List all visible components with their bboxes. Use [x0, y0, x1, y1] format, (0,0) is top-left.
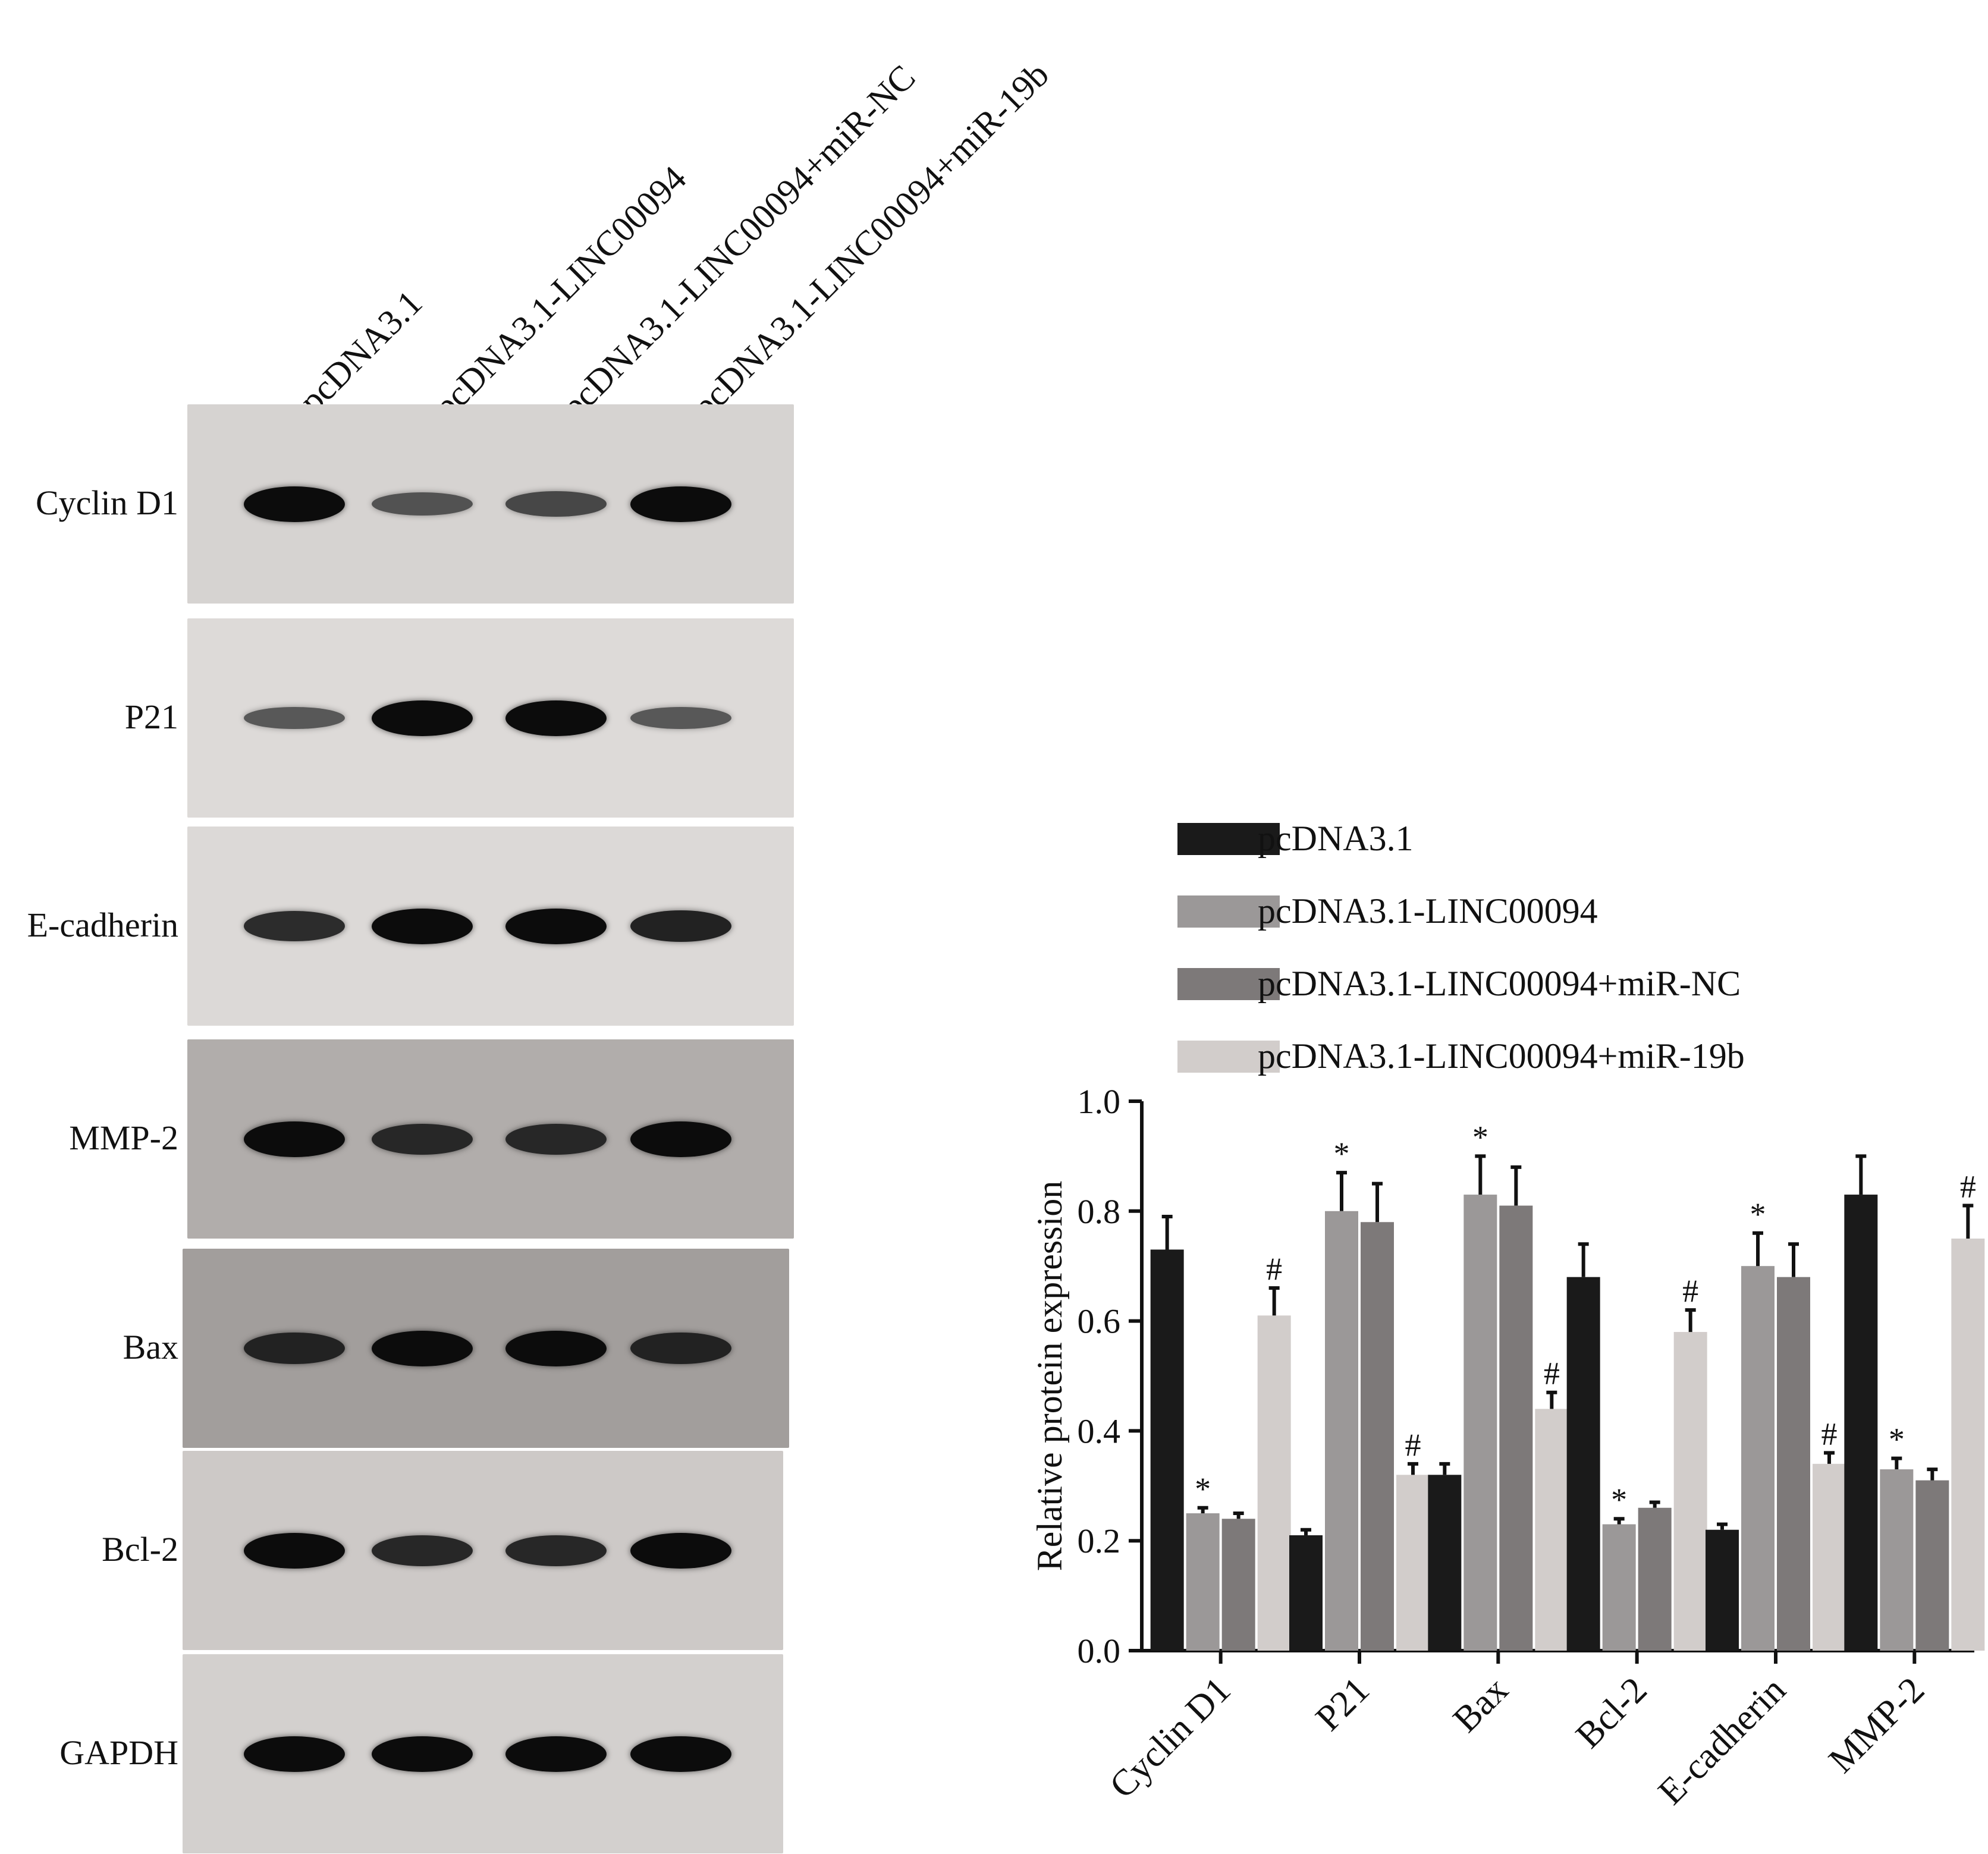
x-tick-label: E-cadherin — [1651, 1670, 1794, 1812]
bar — [1673, 1332, 1707, 1651]
bar — [1463, 1195, 1497, 1651]
bar — [1150, 1249, 1184, 1651]
blot-row-label: MMP-2 — [69, 1118, 178, 1157]
legend-text: pcDNA3.1-LINC00094+miR-19b — [1258, 1036, 1745, 1076]
protein-band — [372, 1123, 473, 1155]
protein-band — [630, 910, 731, 942]
protein-band — [630, 1532, 731, 1569]
x-tick-label: Bcl-2 — [1568, 1670, 1654, 1756]
bar — [1777, 1277, 1810, 1651]
bar — [1428, 1475, 1462, 1651]
protein-band — [372, 492, 473, 516]
x-tick-label: P21 — [1308, 1670, 1377, 1739]
blot-row-label: Cyclin D1 — [35, 483, 178, 522]
protein-band — [372, 1330, 473, 1366]
significance-mark: * — [1750, 1196, 1766, 1232]
blot-row-label: Bcl-2 — [102, 1529, 178, 1569]
legend-text: pcDNA3.1 — [1258, 819, 1414, 858]
legend-text: pcDNA3.1-LINC00094 — [1258, 891, 1598, 931]
bar — [1741, 1266, 1775, 1651]
protein-band — [630, 1121, 731, 1157]
protein-band — [630, 486, 731, 522]
bar — [1221, 1519, 1255, 1651]
significance-mark: # — [1682, 1273, 1698, 1309]
bar — [1289, 1535, 1323, 1651]
significance-mark: * — [1195, 1471, 1211, 1507]
blot-row-label: P21 — [124, 697, 178, 736]
blot-row-label: Bax — [123, 1327, 178, 1366]
y-tick-label: 0.0 — [1078, 1632, 1121, 1670]
protein-band — [244, 1332, 345, 1365]
bar — [1325, 1211, 1358, 1651]
significance-mark: # — [1821, 1416, 1838, 1451]
significance-mark: * — [1889, 1422, 1905, 1457]
y-axis-label: Relative protein expression — [1030, 1181, 1069, 1571]
y-tick-label: 0.6 — [1078, 1302, 1121, 1341]
protein-band — [372, 908, 473, 944]
x-tick-label: Bax — [1446, 1670, 1516, 1740]
bar — [1257, 1315, 1291, 1651]
protein-band — [244, 1736, 345, 1772]
bar — [1915, 1480, 1949, 1651]
significance-mark: # — [1544, 1356, 1560, 1391]
protein-band — [244, 1532, 345, 1569]
bar — [1361, 1222, 1394, 1651]
bar — [1951, 1239, 1985, 1651]
protein-band — [244, 1121, 345, 1157]
bar — [1602, 1524, 1636, 1651]
protein-band — [372, 1736, 473, 1772]
y-tick-label: 0.2 — [1078, 1522, 1121, 1560]
protein-band — [505, 700, 607, 736]
protein-band — [505, 1330, 607, 1366]
protein-band — [244, 486, 345, 522]
protein-band — [630, 1332, 731, 1365]
bar — [1566, 1277, 1600, 1651]
protein-band — [505, 908, 607, 944]
legend-swatch — [1177, 1041, 1280, 1073]
bar — [1706, 1529, 1739, 1651]
legend-swatch — [1177, 895, 1280, 928]
y-tick-label: 0.8 — [1078, 1192, 1121, 1231]
protein-band — [505, 1123, 607, 1155]
bar — [1844, 1195, 1878, 1651]
protein-band — [505, 1535, 607, 1566]
bar — [1396, 1475, 1430, 1651]
legend-text: pcDNA3.1-LINC00094+miR-NC — [1258, 964, 1741, 1003]
protein-band — [505, 1736, 607, 1772]
significance-mark: * — [1472, 1119, 1488, 1155]
protein-band — [630, 1736, 731, 1772]
protein-band — [630, 706, 731, 730]
blot-row-label: GAPDH — [59, 1733, 178, 1772]
legend-swatch — [1177, 823, 1280, 855]
protein-band — [244, 911, 345, 941]
bar — [1535, 1409, 1569, 1651]
y-tick-label: 0.4 — [1078, 1412, 1121, 1450]
bar — [1880, 1469, 1914, 1651]
x-tick-label: Cyclin D1 — [1102, 1670, 1239, 1806]
significance-mark: # — [1266, 1251, 1282, 1287]
significance-mark: * — [1334, 1136, 1350, 1171]
protein-band — [505, 491, 607, 517]
significance-mark: # — [1405, 1427, 1421, 1463]
protein-band — [372, 700, 473, 736]
bar — [1499, 1205, 1533, 1651]
y-tick-label: 1.0 — [1078, 1082, 1121, 1121]
protein-band — [244, 706, 345, 730]
blot-row-label: E-cadherin — [27, 905, 178, 944]
legend-swatch — [1177, 968, 1280, 1000]
x-tick-label: MMP-2 — [1821, 1670, 1932, 1781]
bar — [1638, 1507, 1672, 1651]
bar — [1813, 1463, 1846, 1651]
protein-band — [372, 1535, 473, 1566]
significance-mark: * — [1611, 1482, 1627, 1517]
significance-mark: # — [1960, 1169, 1976, 1205]
bar — [1186, 1513, 1220, 1651]
